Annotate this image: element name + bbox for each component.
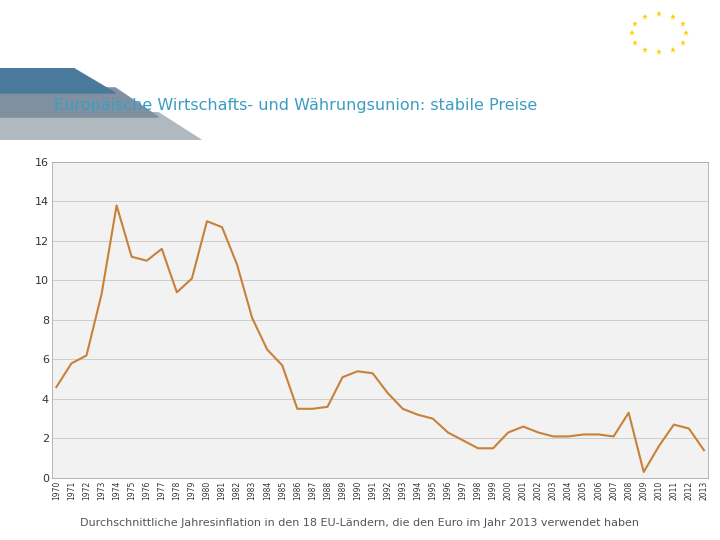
- Polygon shape: [0, 68, 115, 93]
- Text: Durchschnittliche Jahresinflation in den 18 EU-Ländern, die den Euro im Jahr 201: Durchschnittliche Jahresinflation in den…: [81, 518, 639, 528]
- Polygon shape: [0, 88, 158, 117]
- Text: Eindämmung der Inflation: Eindämmung der Inflation: [18, 27, 289, 47]
- Polygon shape: [0, 113, 202, 140]
- Text: Europäische Wirtschafts- und Währungsunion: stabile Preise: Europäische Wirtschafts- und Währungsuni…: [54, 98, 537, 113]
